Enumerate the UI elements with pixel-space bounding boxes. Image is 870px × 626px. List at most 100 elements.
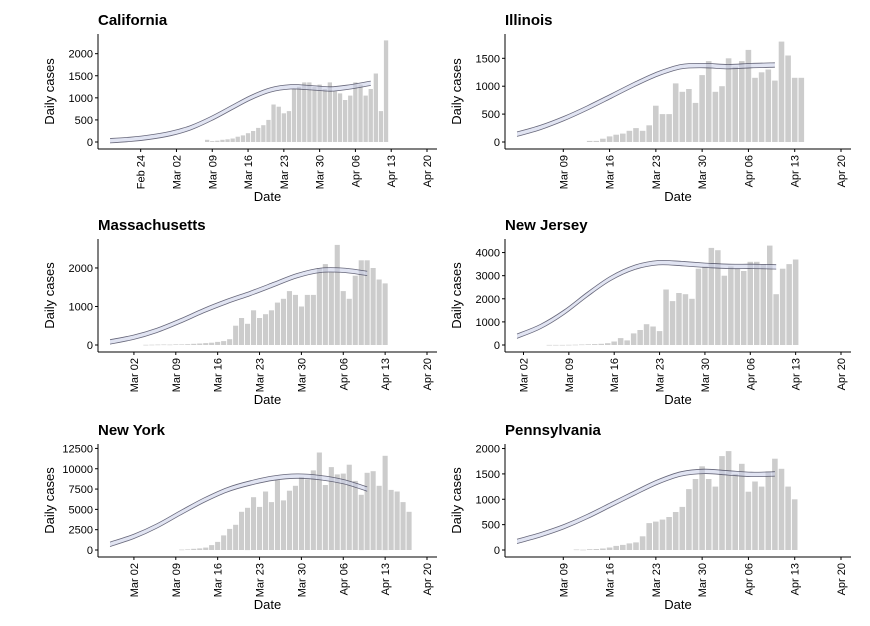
bar	[261, 125, 266, 142]
bar	[316, 268, 322, 345]
bar	[203, 343, 209, 345]
x-tick-label: Mar 02	[171, 155, 183, 189]
x-tick-label: Apr 20	[422, 155, 434, 187]
y-axis-title: Daily cases	[449, 467, 464, 534]
bar	[312, 86, 317, 142]
x-tick-label: Mar 16	[605, 155, 617, 189]
bar	[322, 485, 328, 550]
bar	[606, 136, 613, 142]
bar	[400, 502, 406, 550]
bar	[785, 486, 791, 550]
fit-curve-upper	[109, 473, 368, 543]
bar	[705, 61, 712, 142]
x-tick-label: Apr 13	[380, 563, 392, 595]
bar	[191, 548, 197, 550]
x-tick-label: Mar 23	[255, 563, 267, 597]
bar	[292, 485, 298, 550]
bar	[624, 340, 630, 345]
bar	[626, 130, 633, 142]
bar	[798, 77, 805, 142]
bar	[639, 536, 646, 550]
bar	[633, 542, 639, 550]
y-axis-title: Daily cases	[42, 262, 57, 329]
bar	[286, 291, 292, 345]
bar	[210, 141, 215, 142]
y-tick-label: 7500	[69, 484, 93, 496]
bar	[754, 261, 760, 345]
bar	[382, 455, 388, 551]
bar	[772, 80, 778, 142]
x-axis-title: Date	[664, 189, 691, 204]
bar	[185, 549, 191, 550]
y-axis-title: Daily cases	[449, 262, 464, 329]
bar	[656, 331, 663, 345]
bar	[637, 330, 643, 345]
bar	[653, 105, 659, 142]
y-tick-label: 0	[87, 545, 93, 557]
x-tick-label: Mar 09	[171, 563, 183, 597]
x-tick-label: Feb 24	[136, 155, 148, 189]
bar	[708, 247, 715, 345]
panel-title: Pennsylvania	[505, 422, 602, 439]
bar	[203, 547, 209, 550]
bar	[334, 474, 340, 550]
bar	[274, 480, 280, 550]
fit-curve-lower	[516, 66, 775, 137]
bar	[792, 259, 799, 345]
y-axis-title: Daily cases	[42, 467, 57, 534]
bar	[328, 467, 334, 550]
y-tick-label: 1000	[69, 93, 93, 105]
x-tick-label: Apr 06	[338, 563, 350, 595]
bar	[363, 95, 368, 142]
y-tick-label: 0	[87, 340, 93, 352]
bar	[304, 479, 310, 550]
bar	[276, 106, 281, 142]
fit-band	[110, 267, 368, 345]
bar	[613, 545, 619, 550]
y-tick-label: 4000	[476, 248, 500, 260]
panel-title: New York	[98, 422, 166, 439]
bar	[225, 139, 230, 142]
bar	[778, 41, 785, 142]
fit-band	[517, 260, 777, 339]
bar	[598, 343, 604, 345]
x-tick-label: Mar 23	[279, 155, 291, 189]
x-axis-title: Date	[254, 189, 281, 204]
bar	[286, 490, 292, 550]
y-tick-label: 1500	[69, 71, 93, 83]
bar	[221, 341, 227, 345]
bar	[251, 497, 257, 550]
panel-new-jersey: New Jersey 0 1000 2000 3000 4000 Mar 02 Mar 09 M…	[449, 217, 851, 407]
y-tick-label: 500	[482, 109, 500, 121]
bar	[245, 323, 251, 345]
bar	[281, 113, 286, 142]
bar	[650, 326, 656, 345]
bar	[752, 77, 758, 142]
y-tick-label: 2500	[69, 525, 93, 537]
bar	[179, 344, 185, 345]
bar	[626, 543, 633, 550]
bar	[613, 134, 619, 142]
x-tick-label: Mar 23	[651, 563, 663, 597]
fit-curve-upper	[516, 468, 775, 540]
bar	[586, 549, 593, 550]
bar	[593, 549, 600, 550]
bar	[725, 58, 732, 142]
x-tick-label: Apr 06	[743, 563, 755, 595]
panel-california: California 0 500 1000 1500 2000 Feb 24 Mar 02 Ma…	[42, 12, 437, 204]
bar	[364, 472, 370, 550]
fit-curve-upper	[516, 62, 775, 133]
bar	[233, 524, 239, 550]
x-axis-title: Date	[254, 392, 281, 407]
bar	[304, 294, 310, 345]
x-tick-label: Mar 09	[564, 358, 576, 392]
bar	[672, 512, 679, 550]
bar	[268, 502, 274, 550]
bar	[758, 486, 765, 550]
bar	[646, 523, 652, 550]
y-tick-label: 2000	[476, 444, 500, 456]
y-tick-label: 2000	[69, 49, 93, 61]
bar	[633, 128, 639, 142]
bar	[358, 260, 364, 345]
fit-curve-lower	[516, 473, 775, 544]
